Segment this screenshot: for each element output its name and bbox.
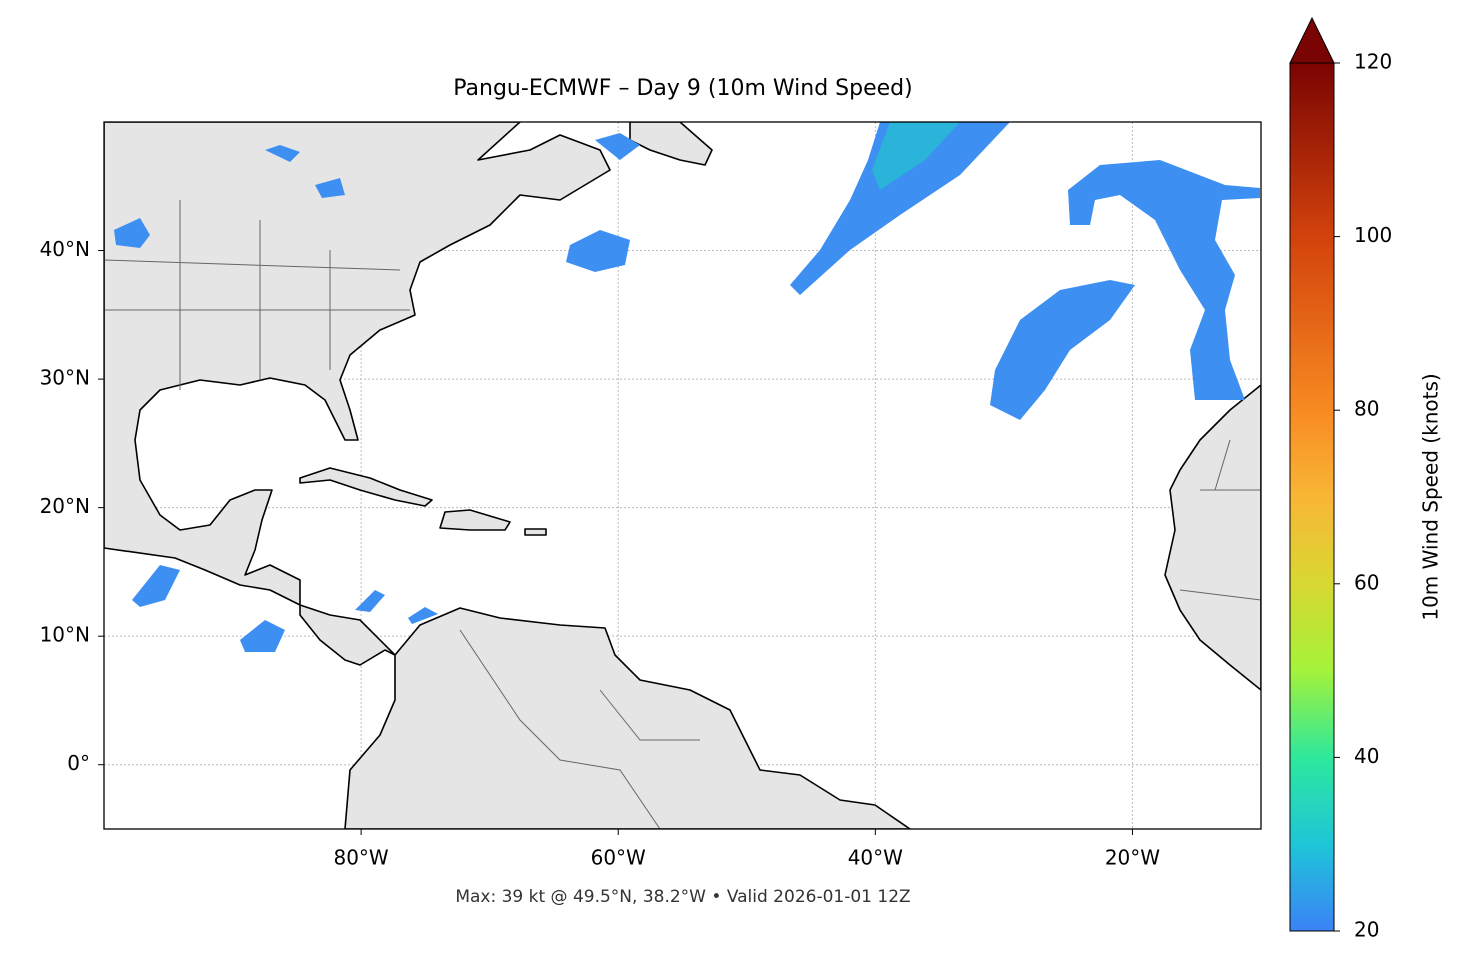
colorbar-tick-label: 120 (1354, 50, 1392, 74)
map-frame (103, 121, 1262, 830)
wind-area (355, 590, 385, 612)
footer: Max: 39 kt @ 49.5°N, 38.2°W • Valid 2026… (455, 887, 910, 907)
wind-area (240, 620, 285, 652)
hispaniola (439, 509, 511, 531)
wind-area (114, 218, 150, 248)
y-tick-label: 0° (67, 751, 90, 775)
colorbar-tick-label: 100 (1354, 223, 1392, 247)
colorbar-frame (1289, 62, 1335, 932)
y-tick-label: 30°N (40, 366, 90, 390)
x-tick-label: 40°W (848, 846, 903, 870)
x-tick-label: 60°W (591, 846, 646, 870)
colorbar-tick-label: 80 (1354, 397, 1379, 421)
map-area (104, 122, 1261, 829)
colorbar-tick-label: 20 (1354, 918, 1379, 942)
wind-area (265, 145, 300, 162)
colorbar-tick-label: 60 (1354, 570, 1379, 594)
wind-area (315, 178, 345, 198)
wind-area (132, 565, 180, 607)
borders (104, 200, 1261, 829)
wind-area (408, 607, 438, 624)
y-tick-label: 10°N (40, 623, 90, 647)
wind-area (990, 280, 1135, 420)
colorbar-label: 10m Wind Speed (knots) (1419, 373, 1443, 620)
y-tick-label: 40°N (40, 237, 90, 261)
cuba (299, 467, 433, 507)
land (104, 122, 1261, 829)
south-america (344, 607, 911, 829)
axes: 80°W 60°W 40°W 20°W 0° 10°N 20°N 30°N 40°N (40, 237, 1161, 869)
wind-area (1068, 160, 1260, 400)
canada-maritimes (629, 122, 713, 166)
wind-area (790, 122, 1010, 295)
puerto-rico (524, 528, 547, 536)
wind-area (872, 122, 960, 190)
colorbar (1290, 63, 1334, 931)
wind-field (114, 122, 1260, 652)
x-tick-label: 80°W (333, 846, 388, 870)
wind-area (595, 133, 640, 160)
colorbar-tick-label: 40 (1354, 744, 1379, 768)
map-title: Pangu-ECMWF – Day 9 (10m Wind Speed) (453, 76, 912, 101)
africa (1164, 384, 1261, 691)
wind-area (566, 230, 630, 272)
colorbar-extend (1289, 16, 1335, 64)
x-tick-label: 20°W (1105, 846, 1160, 870)
y-tick-label: 20°N (40, 494, 90, 518)
